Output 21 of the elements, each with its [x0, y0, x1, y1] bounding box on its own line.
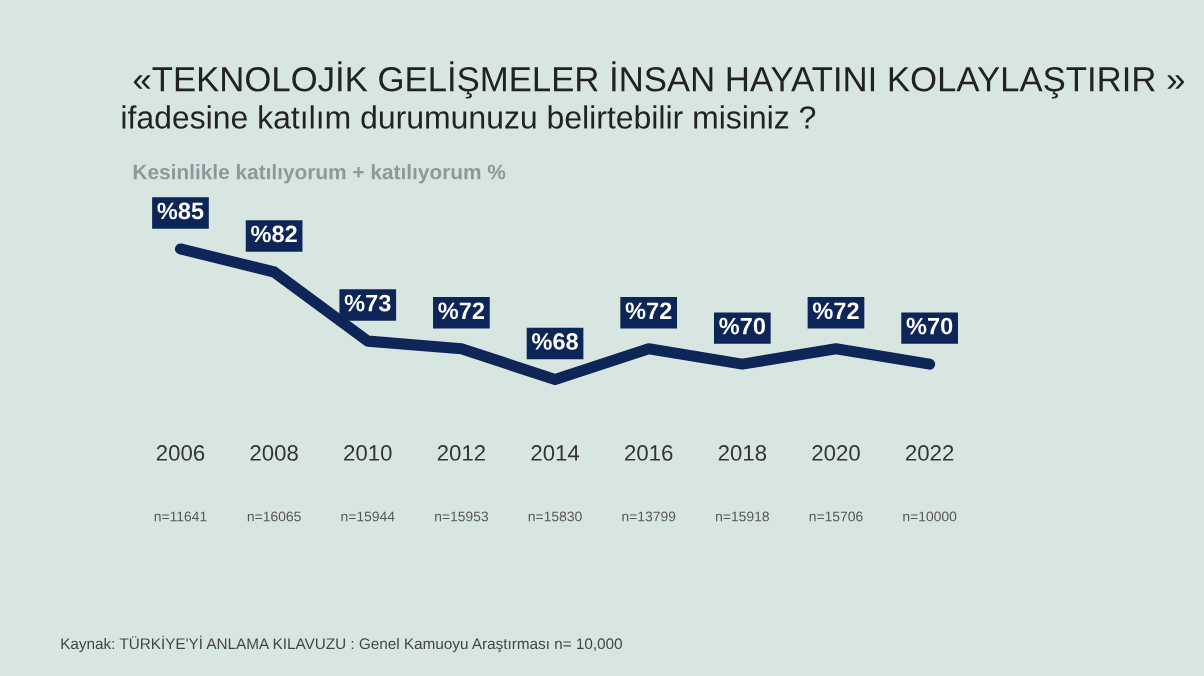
- x-tick-label: 2010: [344, 445, 392, 461]
- data-label: %82: [251, 225, 297, 243]
- data-label: %85: [157, 202, 204, 220]
- data-label: %72: [625, 302, 672, 320]
- data-label: %72: [438, 302, 485, 320]
- chart-subtitle: ifadesine katılım durumunuzu belirtebilir misiniz ?: [122, 105, 816, 129]
- data-label: %70: [906, 317, 953, 335]
- x-tick-label: 2014: [531, 445, 580, 461]
- x-tick-label: 2006: [156, 445, 205, 461]
- data-label: %70: [719, 317, 765, 335]
- x-tick-label: 2008: [250, 445, 298, 461]
- data-label: %72: [812, 302, 859, 320]
- data-label: %73: [344, 294, 391, 312]
- x-tick-label: 2018: [718, 445, 767, 461]
- data-label: %68: [532, 333, 578, 350]
- x-tick-label: 2016: [625, 445, 673, 461]
- x-tick-label: 2022: [906, 445, 954, 461]
- y-axis-title: Kesinlikle katılıyorum + katılıyorum %: [133, 164, 506, 184]
- chart-title: «TEKNOLOJİK GELİŞMELER İNSAN HAYATINI KOLAYLAŞTIRIR »: [133, 61, 1184, 99]
- x-tick-label: 2020: [812, 445, 860, 461]
- x-tick-label: 2012: [437, 445, 485, 461]
